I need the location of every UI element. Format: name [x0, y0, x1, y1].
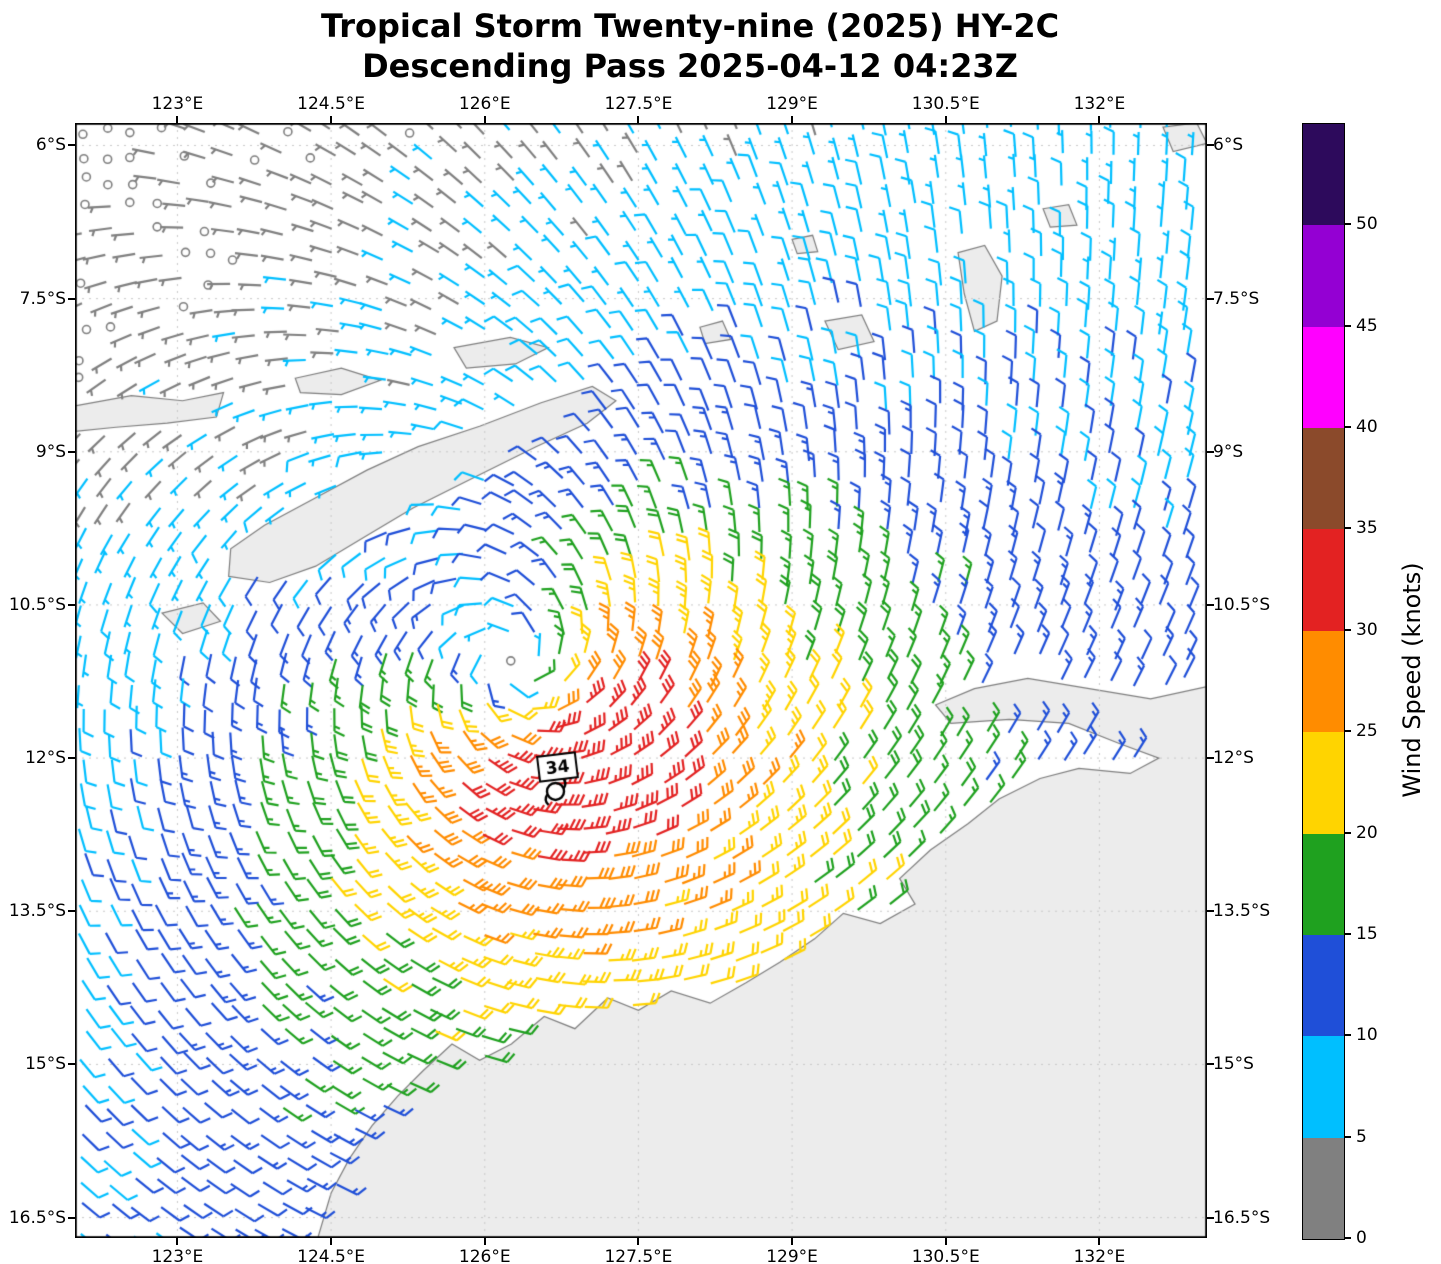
colorbar-tick-label: 45: [1356, 315, 1378, 336]
colorbar-segment-0-5: [1303, 1137, 1344, 1239]
colorbar-tick-mark: [1345, 628, 1351, 631]
lat-tick-label-right: 15°S: [1213, 1054, 1254, 1075]
lat-tick-mark-right: [1207, 1063, 1214, 1066]
colorbar-segment-50-55: [1303, 124, 1344, 226]
lat-tick-label-left: 16.5°S: [8, 1207, 66, 1228]
colorbar-tick-label: 10: [1356, 1025, 1378, 1046]
lat-tick-mark-left: [68, 1216, 75, 1219]
lat-tick-mark-right: [1207, 450, 1214, 453]
lat-tick-mark-left: [68, 757, 75, 760]
lat-tick-mark-right: [1207, 144, 1214, 147]
lat-tick-label-right: 13.5°S: [1213, 901, 1271, 922]
lat-tick-label-right: 16.5°S: [1213, 1207, 1271, 1228]
lon-tick-label-top: 126°E: [458, 94, 511, 114]
lat-tick-mark-right: [1207, 603, 1214, 606]
chart-title-line2: Descending Pass 2025-04-12 04:23Z: [362, 47, 1018, 85]
colorbar-tick-mark: [1345, 1034, 1351, 1037]
lon-tick-mark-bottom: [944, 1238, 947, 1245]
lat-tick-mark-left: [68, 144, 75, 147]
colorbar-segment-35-40: [1303, 428, 1344, 530]
colorbar-tick-label: 40: [1356, 417, 1378, 438]
colorbar-tick-mark: [1345, 223, 1351, 226]
lat-tick-mark-left: [68, 1063, 75, 1066]
lon-tick-mark-bottom: [483, 1238, 486, 1245]
chart-title: Tropical Storm Twenty-nine (2025) HY-2C …: [0, 6, 1380, 86]
lon-tick-label-bottom: 127.5°E: [604, 1247, 673, 1264]
colorbar: [1302, 123, 1345, 1240]
lat-tick-label-right: 10.5°S: [1213, 594, 1271, 615]
wind-barb-map: [75, 123, 1207, 1238]
lon-tick-mark-top: [637, 116, 640, 123]
lon-tick-mark-bottom: [176, 1238, 179, 1245]
colorbar-tick-mark: [1345, 1237, 1351, 1239]
lon-tick-mark-bottom: [637, 1238, 640, 1245]
colorbar-tick-mark: [1345, 932, 1351, 935]
lat-tick-mark-left: [68, 450, 75, 453]
colorbar-segment-30-35: [1303, 529, 1344, 631]
colorbar-tick-label: 15: [1356, 923, 1378, 944]
lat-tick-label-left: 13.5°S: [8, 901, 66, 922]
colorbar-segment-10-15: [1303, 934, 1344, 1037]
lat-tick-label-left: 12°S: [25, 748, 66, 769]
lon-tick-label-top: 124.5°E: [297, 94, 366, 114]
lon-tick-label-bottom: 124.5°E: [297, 1247, 366, 1264]
colorbar-tick-mark: [1345, 831, 1351, 834]
colorbar-tick-label: 35: [1356, 518, 1378, 539]
colorbar-tick-mark: [1345, 324, 1351, 327]
lon-tick-label-top: 127.5°E: [604, 94, 673, 114]
lat-tick-label-left: 9°S: [35, 441, 66, 462]
lat-tick-label-right: 7.5°S: [1213, 288, 1260, 309]
lon-tick-label-top: 129°E: [766, 94, 818, 114]
lat-tick-label-left: 15°S: [25, 1054, 66, 1075]
colorbar-segment-5-10: [1303, 1036, 1344, 1138]
colorbar-tick-mark: [1345, 1135, 1351, 1138]
lon-tick-mark-bottom: [330, 1238, 333, 1245]
colorbar-tick-mark: [1345, 527, 1351, 530]
lat-tick-label-right: 6°S: [1213, 135, 1244, 156]
colorbar-segment-45-50: [1303, 225, 1344, 327]
lon-tick-mark-top: [944, 116, 947, 123]
colorbar-tick-mark: [1345, 730, 1351, 733]
lon-tick-mark-top: [483, 116, 486, 123]
colorbar-segment-40-45: [1303, 326, 1344, 429]
colorbar-segment-25-30: [1303, 630, 1344, 733]
lat-tick-mark-left: [68, 603, 75, 606]
lon-tick-label-bottom: 132°E: [1073, 1247, 1126, 1264]
colorbar-segment-15-20: [1303, 833, 1344, 935]
lat-tick-mark-left: [68, 297, 75, 300]
lat-tick-mark-right: [1207, 757, 1214, 760]
lon-tick-label-bottom: 130.5°E: [911, 1247, 980, 1264]
lat-tick-mark-right: [1207, 1216, 1214, 1219]
chart-title-line1: Tropical Storm Twenty-nine (2025) HY-2C: [320, 7, 1060, 45]
colorbar-tick-label: 5: [1356, 1126, 1367, 1147]
lat-tick-label-left: 6°S: [35, 135, 66, 156]
lon-tick-label-top: 132°E: [1073, 94, 1126, 114]
lon-tick-mark-top: [330, 116, 333, 123]
lon-tick-mark-top: [1098, 116, 1101, 123]
colorbar-tick-label: 0: [1356, 1228, 1367, 1248]
lat-tick-label-left: 10.5°S: [8, 594, 66, 615]
lon-tick-mark-bottom: [1098, 1238, 1101, 1245]
lat-tick-mark-right: [1207, 910, 1214, 913]
lat-tick-label-right: 12°S: [1213, 748, 1254, 769]
lat-tick-label-right: 9°S: [1213, 441, 1244, 462]
lon-tick-mark-top: [791, 116, 794, 123]
colorbar-tick-label: 20: [1356, 822, 1378, 843]
lon-tick-label-top: 130.5°E: [911, 94, 980, 114]
lon-tick-label-bottom: 129°E: [766, 1247, 818, 1264]
lat-tick-mark-left: [68, 910, 75, 913]
colorbar-tick-label: 50: [1356, 214, 1378, 235]
lon-tick-label-top: 123°E: [151, 94, 204, 114]
lon-tick-label-bottom: 126°E: [458, 1247, 511, 1264]
lon-tick-mark-top: [176, 116, 179, 123]
lon-tick-label-bottom: 123°E: [151, 1247, 204, 1264]
colorbar-segment-20-25: [1303, 732, 1344, 834]
lat-tick-label-left: 7.5°S: [19, 288, 66, 309]
colorbar-axis-label: Wind Speed (knots): [1398, 562, 1426, 798]
lat-tick-mark-right: [1207, 297, 1214, 300]
lon-tick-mark-bottom: [791, 1238, 794, 1245]
colorbar-tick-mark: [1345, 426, 1351, 429]
